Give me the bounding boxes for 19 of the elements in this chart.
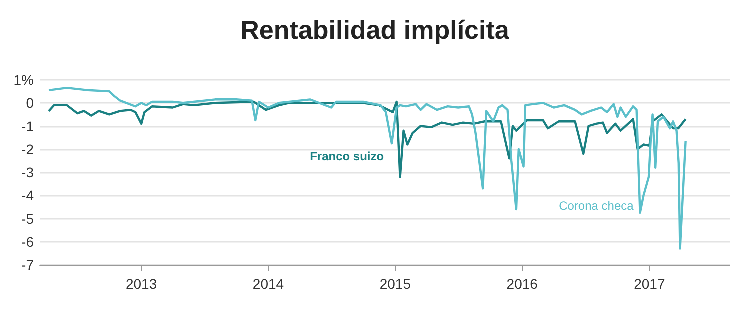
line-series (48, 100, 687, 178)
y-tick-label: -6 (22, 234, 34, 250)
x-tick-label: 2017 (634, 276, 666, 292)
y-tick-label: -5 (22, 210, 34, 227)
y-tick-label: -2 (22, 141, 34, 158)
y-tick-label: -4 (22, 188, 34, 204)
series-label: Franco suizo (310, 149, 384, 164)
y-tick-label: -1 (22, 118, 34, 134)
y-tick-label: -3 (22, 164, 34, 180)
line-series (48, 86, 687, 250)
series-label: Corona checa (559, 199, 634, 214)
x-tick-label: 2013 (126, 276, 158, 292)
y-tick-label: 0 (26, 95, 34, 112)
x-tick-label: 2015 (380, 276, 412, 292)
x-tick-label: 2016 (506, 276, 538, 292)
chart-title: Rentabilidad implícita (240, 15, 510, 45)
y-tick-label: 1% (14, 72, 34, 88)
y-tick-label: -7 (22, 257, 34, 273)
x-tick-label: 2014 (252, 276, 284, 292)
